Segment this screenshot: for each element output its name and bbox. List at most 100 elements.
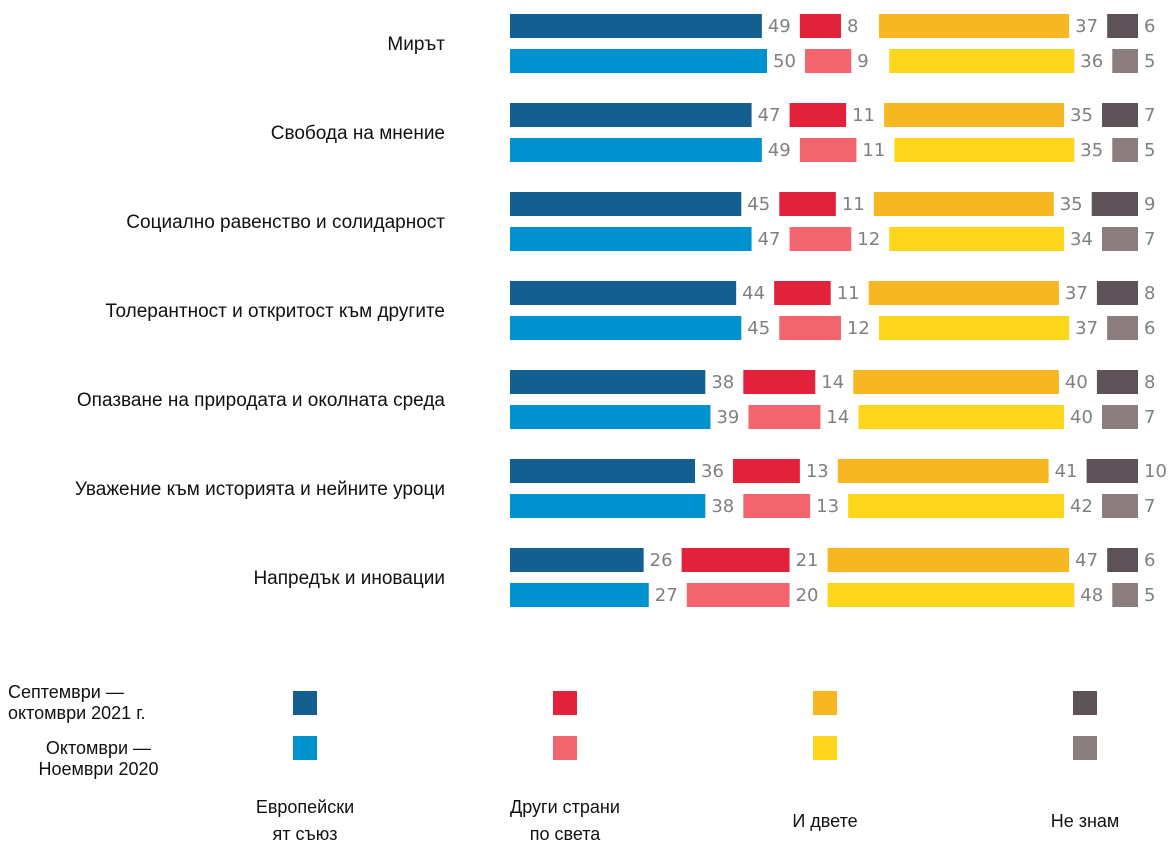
legend-swatch [1073,736,1097,760]
bar [878,14,1070,38]
bar [779,192,836,216]
bar [733,459,800,483]
value-label: 8 [847,16,858,37]
bar [774,281,831,305]
bar [1112,138,1138,162]
category-label: Уважение към историята и нейните уроци [74,478,445,500]
category-label: Опазване на природата и околната среда [76,389,445,411]
value-label: 12 [847,318,870,339]
bar [510,138,762,162]
bar [1096,281,1138,305]
bar [805,49,852,73]
bar [789,103,847,127]
value-label: 11 [862,140,885,161]
bar [681,548,790,572]
value-label: 8 [1144,372,1155,393]
bar [748,405,821,429]
value-label: 38 [711,372,734,393]
bar [889,49,1075,73]
value-label: 37 [1075,16,1098,37]
bar [884,103,1065,127]
legend-period: Октомври — Ноември 2020 [38,738,159,779]
value-label: 50 [773,51,796,72]
value-label: 47 [758,105,781,126]
value-label: 11 [852,105,875,126]
value-label: 7 [1144,407,1155,428]
value-label: 49 [768,140,791,161]
value-label: 41 [1055,461,1078,482]
bar [779,316,841,340]
value-label: 10 [1144,461,1167,482]
value-label: 35 [1080,140,1103,161]
category-label: Мирът [387,33,445,55]
value-label: 13 [816,496,839,517]
value-label: 7 [1144,496,1155,517]
bar [510,281,737,305]
bar [510,405,711,429]
value-label: 42 [1070,496,1093,517]
value-label: 9 [1144,194,1155,215]
value-label: 45 [747,318,770,339]
bar [686,583,790,607]
bar [743,494,811,518]
bar [827,548,1070,572]
legend-swatch [1073,691,1097,715]
bar [510,548,644,572]
value-label: 20 [796,585,819,606]
bar [853,370,1059,394]
bar [510,494,706,518]
bar [1096,370,1138,394]
legend-label: И двете [792,811,858,831]
bar [868,281,1059,305]
value-label: 12 [857,229,880,250]
bar [1102,405,1138,429]
legend-swatch [813,736,837,760]
legend-swatch [553,736,577,760]
value-label: 14 [821,372,844,393]
value-label: 7 [1144,229,1155,250]
value-label: 34 [1070,229,1093,250]
value-label: 6 [1144,550,1155,571]
bar [894,138,1075,162]
value-label: 5 [1144,140,1155,161]
bar [743,370,816,394]
bar [510,49,767,73]
bar [827,583,1075,607]
value-label: 21 [796,550,819,571]
category-label: Толерантност и откритост към другите [105,300,445,322]
bar [1107,548,1138,572]
bar [1107,14,1138,38]
bar [510,583,649,607]
value-label: 7 [1144,105,1155,126]
legend-swatch [293,691,317,715]
value-label: 47 [758,229,781,250]
bar [1102,494,1138,518]
legend-label: Други страни по света [510,797,620,841]
value-label: 35 [1060,194,1083,215]
value-label: 44 [742,283,765,304]
bar [1107,316,1138,340]
category-label: Напредък и иновации [253,567,445,589]
legend-swatch [813,691,837,715]
legend-period: Септември — октомври 2021 г. [8,682,146,723]
bar [837,459,1049,483]
bar [848,494,1065,518]
bar [1112,583,1138,607]
value-label: 8 [1144,283,1155,304]
value-label: 11 [842,194,865,215]
bar [510,14,762,38]
bar [889,227,1065,251]
legend-label: Не знам [1050,811,1120,831]
value-label: 13 [806,461,829,482]
value-label: 37 [1075,318,1098,339]
bar [1102,103,1138,127]
value-label: 36 [701,461,724,482]
bar [789,227,852,251]
legend-swatch [293,736,317,760]
value-label: 5 [1144,585,1155,606]
value-label: 45 [747,194,770,215]
value-label: 47 [1075,550,1098,571]
value-label: 5 [1144,51,1155,72]
